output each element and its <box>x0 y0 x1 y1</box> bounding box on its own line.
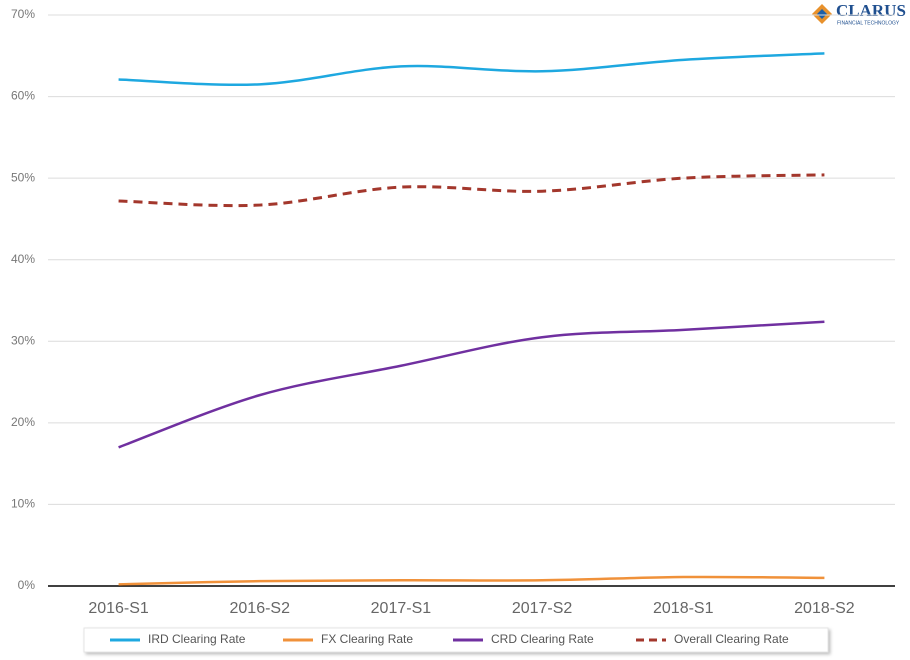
series-line <box>118 173 825 208</box>
y-tick-label: 60% <box>11 89 35 103</box>
legend: IRD Clearing Rate FX Clearing Rate CRD Cle… <box>83 627 829 653</box>
legend-label: Overall Clearing Rate <box>674 632 789 646</box>
series-line <box>118 52 825 87</box>
logo-icon-inner <box>817 9 827 19</box>
x-tick-label: 2017-S1 <box>371 600 432 617</box>
y-tick-label: 0% <box>18 578 36 592</box>
y-tick-label: 50% <box>11 170 35 184</box>
x-tick-label: 2017-S2 <box>512 600 573 617</box>
series-line <box>118 575 825 586</box>
logo: CLARUS FINANCIAL TECHNOLOGY <box>812 1 906 26</box>
legend-label: IRD Clearing Rate <box>148 632 246 646</box>
y-tick-label: 40% <box>11 252 35 266</box>
legend-label: FX Clearing Rate <box>321 632 413 646</box>
x-tick-label: 2018-S2 <box>794 600 855 617</box>
y-tick-label: 10% <box>11 497 35 511</box>
x-tick-label: 2016-S1 <box>88 600 149 617</box>
logo-name: CLARUS <box>836 1 906 20</box>
y-tick-label: 70% <box>11 7 35 21</box>
y-tick-label: 30% <box>11 333 35 347</box>
series-line <box>118 320 825 449</box>
x-tick-label: 2018-S1 <box>653 600 714 617</box>
x-tick-label: 2016-S2 <box>230 600 291 617</box>
y-tick-label: 20% <box>11 415 35 429</box>
legend-label: CRD Clearing Rate <box>491 632 594 646</box>
logo-tagline: FINANCIAL TECHNOLOGY <box>837 20 900 26</box>
